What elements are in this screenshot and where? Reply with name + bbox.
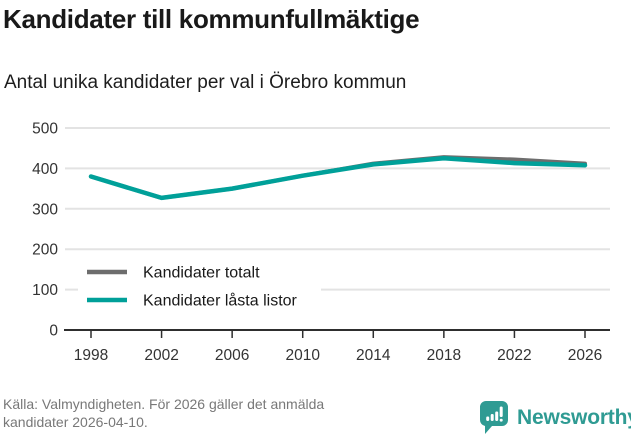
x-tick-label-2026: 2026 [568, 347, 602, 364]
x-tick-label-2014: 2014 [356, 347, 391, 364]
source-note: Källa: Valmyndigheten. För 2026 gäller d… [3, 396, 325, 430]
chart-title: Kandidater till kommunfullmäktige [3, 4, 420, 34]
x-tick-label-2002: 2002 [144, 347, 178, 364]
x-tick-label-1998: 1998 [74, 347, 108, 364]
newsworthy-wordmark: Newsworthy [517, 406, 631, 429]
x-tick-label-2010: 2010 [285, 347, 320, 364]
y-tick-label-100: 100 [32, 282, 58, 299]
y-tick-label-500: 500 [32, 121, 58, 138]
y-tick-label-200: 200 [32, 242, 58, 259]
line-chart: 0 100 200 300 400 500 1998 2002 2006 2010 2014 2018… [0, 112, 631, 374]
x-tick-label-2006: 2006 [215, 347, 249, 364]
newsworthy-icon [479, 400, 509, 436]
y-tick-label-0: 0 [49, 323, 58, 340]
legend-box [78, 258, 321, 320]
line-kandidater-l-sta-listor [88, 156, 588, 201]
legend-label-kandidater-totalt: Kandidater totalt [143, 265, 260, 282]
y-tick-label-400: 400 [32, 161, 58, 178]
line-chart-canvas: 0 100 200 300 400 500 1998 2002 2006 2010 2014 2018… [32, 121, 610, 364]
x-tick-label-2018: 2018 [427, 347, 461, 364]
y-tick-label-300: 300 [32, 201, 58, 218]
chart-subtitle: Antal unika kandidater per val i Örebro … [4, 72, 407, 93]
x-tick-label-2022: 2022 [497, 347, 531, 364]
newsworthy-logo-link[interactable]: Newsworthy [479, 400, 631, 436]
legend-label-kandidater-l-sta-listor: Kandidater låsta listor [143, 292, 298, 310]
